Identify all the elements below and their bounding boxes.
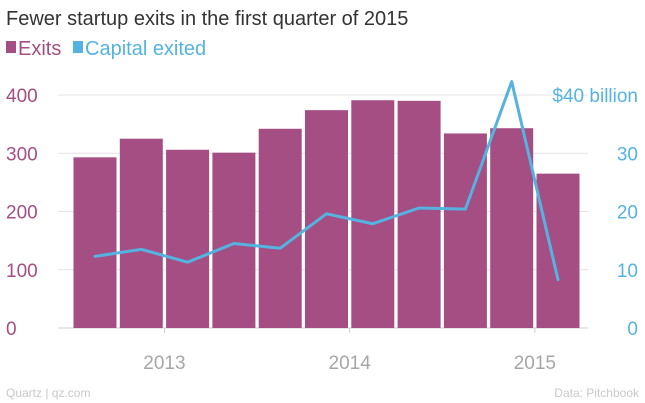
right-tick-label-10: 10	[617, 261, 638, 282]
x-tick-label-2014: 2014	[329, 353, 372, 374]
right-tick-label-20: 20	[617, 203, 638, 224]
bar-2	[119, 138, 163, 328]
bar-3	[166, 149, 210, 328]
left-axis: 0 100 200 300 400	[6, 86, 38, 340]
bar-11	[536, 173, 580, 328]
bar-1	[73, 157, 117, 328]
bar-9	[443, 133, 487, 328]
bar-10	[490, 128, 534, 328]
line-layer	[93, 80, 560, 282]
left-tick-label-300: 300	[6, 144, 38, 165]
right-axis-top-label: $40 billion	[552, 86, 638, 107]
legend-swatch-2	[73, 41, 83, 53]
x-axis: 2013 2014 2015	[143, 328, 556, 374]
legend: Exits Capital exited	[6, 38, 206, 60]
legend-label-1: Exits	[18, 38, 61, 60]
footer-source-left: Quartz | qz.com	[6, 386, 90, 400]
chart-title: Fewer startup exits in the first quarter…	[6, 8, 408, 30]
right-axis: 0 10 20 30 $40 billion	[552, 86, 638, 340]
left-tick-label-0: 0	[6, 319, 17, 340]
bar-5	[258, 128, 302, 328]
left-tick-label-100: 100	[6, 261, 38, 282]
legend-swatch-1	[6, 41, 16, 53]
x-tick-label-2015: 2015	[514, 353, 556, 374]
bar-7	[351, 100, 395, 329]
legend-label-2: Capital exited	[85, 38, 206, 60]
bar-6	[305, 110, 348, 329]
bar-4	[212, 152, 256, 328]
bars	[73, 100, 580, 329]
footer-source-right: Data: Pitchbook	[554, 386, 640, 400]
left-tick-label-400: 400	[6, 86, 38, 107]
left-tick-label-200: 200	[6, 203, 38, 224]
right-tick-label-30: 30	[617, 144, 638, 165]
x-tick-label-2013: 2013	[143, 353, 185, 374]
right-tick-label-0: 0	[627, 319, 638, 340]
